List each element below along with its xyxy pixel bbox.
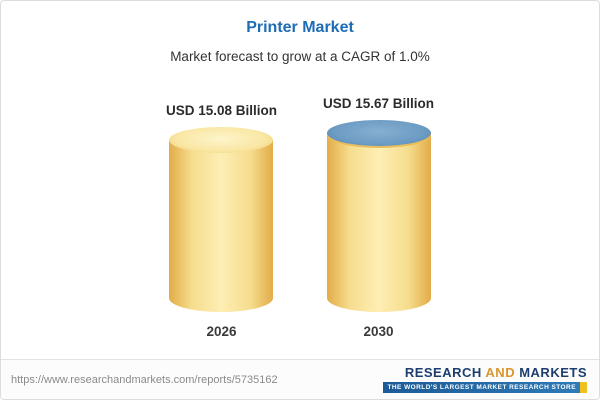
logo-wordmark: RESEARCH AND MARKETS <box>404 364 587 380</box>
bar-2030 <box>326 120 431 312</box>
logo-tagline-bar: THE WORLD'S LARGEST MARKET RESEARCH STOR… <box>383 382 587 394</box>
bar-2026 <box>169 127 274 312</box>
logo-accent-square <box>580 382 587 394</box>
category-label-2026: 2026 <box>206 324 237 339</box>
value-label-2030: USD 15.67 Billion <box>323 96 435 111</box>
research-and-markets-logo: RESEARCH AND MARKETS THE WORLD'S LARGEST… <box>383 364 587 394</box>
cylinder-body <box>326 133 431 312</box>
logo-tagline-text: THE WORLD'S LARGEST MARKET RESEARCH STOR… <box>387 384 576 392</box>
cylinder-body <box>169 140 274 312</box>
report-url: https://www.researchandmarkets.com/repor… <box>11 373 278 386</box>
cylinder-top-2030 <box>326 120 431 146</box>
chart-plot-area: USD 15.08 Billion 2026 USD 15.67 Billion… <box>1 64 599 359</box>
chart-subtitle: Market forecast to grow at a CAGR of 1.0… <box>170 49 430 64</box>
logo-word-markets: MARKETS <box>519 364 587 380</box>
chart-header: Printer Market Market forecast to grow a… <box>1 1 599 64</box>
bar-group-2030: USD 15.67 Billion 2030 <box>323 96 434 339</box>
logo-word-research: RESEARCH <box>404 364 482 380</box>
page-title: Printer Market <box>246 19 354 36</box>
value-label-2026: USD 15.08 Billion <box>165 103 277 118</box>
cylinder-top-2026 <box>169 127 274 153</box>
footer-bar: https://www.researchandmarkets.com/repor… <box>1 359 599 399</box>
category-label-2030: 2030 <box>363 324 394 339</box>
logo-word-and: AND <box>485 364 516 380</box>
bar-group-2026: USD 15.08 Billion 2026 <box>166 103 277 339</box>
